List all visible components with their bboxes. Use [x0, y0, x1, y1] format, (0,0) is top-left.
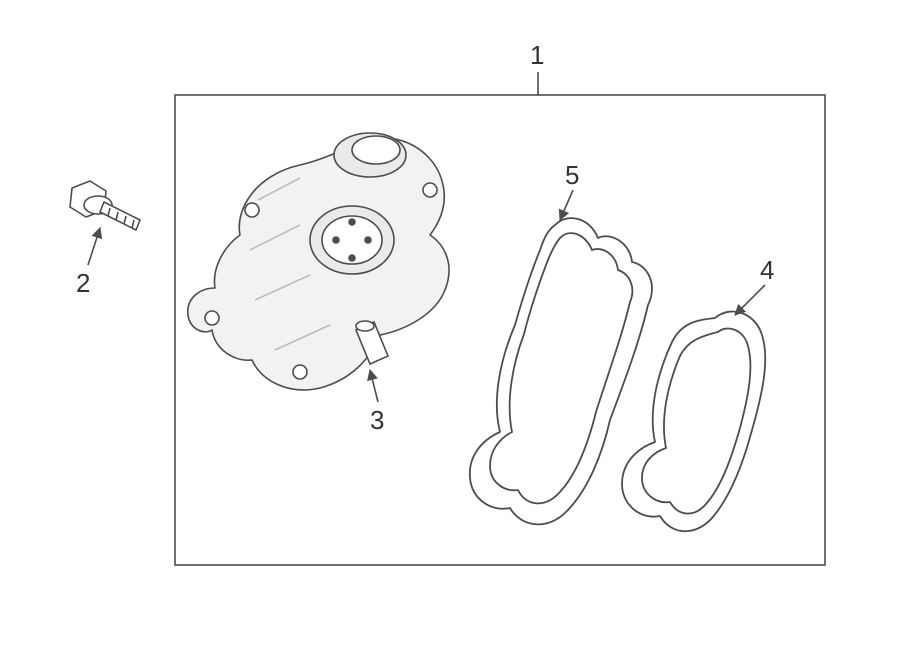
- parts-diagram: 1 2 3 4 5: [0, 0, 900, 661]
- callout-label-2: 2: [76, 268, 90, 299]
- part-pump-body: [188, 133, 449, 390]
- part-bolt: [70, 181, 140, 230]
- part-outer-gasket: [622, 312, 765, 532]
- diagram-svg: [0, 0, 900, 661]
- callout-label-3: 3: [370, 405, 384, 436]
- callout-label-5: 5: [565, 160, 579, 191]
- part-inner-gasket: [470, 218, 652, 524]
- callout-label-4: 4: [760, 255, 774, 286]
- callout-label-1: 1: [530, 40, 544, 71]
